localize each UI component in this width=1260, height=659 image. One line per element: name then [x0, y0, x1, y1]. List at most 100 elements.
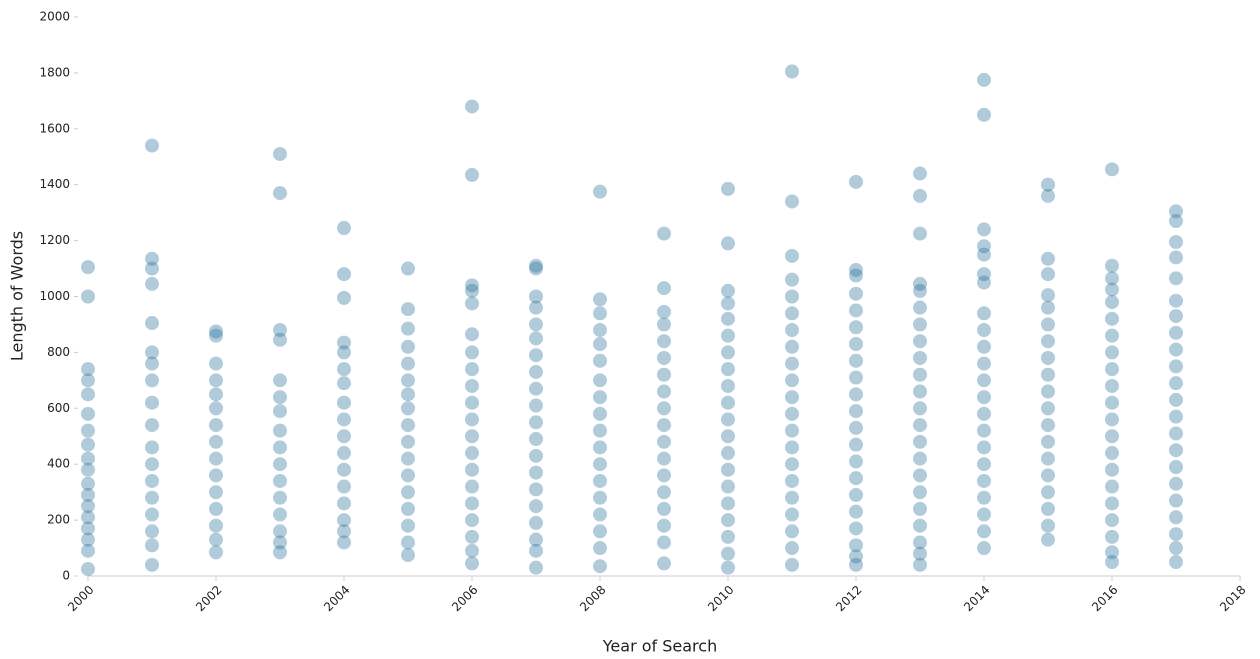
point: [401, 434, 415, 449]
point: [849, 404, 863, 419]
point: [529, 532, 543, 547]
point: [721, 328, 735, 343]
point: [785, 356, 799, 371]
point: [337, 462, 351, 477]
x-tick-label: 2014: [961, 583, 992, 614]
point: [465, 278, 479, 293]
point: [81, 362, 95, 377]
point: [913, 485, 927, 500]
point: [657, 535, 671, 550]
point: [1105, 555, 1119, 570]
y-tick-label: 1000: [39, 289, 70, 303]
point: [1105, 345, 1119, 360]
point: [209, 401, 223, 416]
point: [273, 535, 287, 550]
x-tick-label: 2008: [577, 583, 608, 614]
y-tick-label: 800: [47, 345, 70, 359]
point: [785, 490, 799, 505]
point: [337, 362, 351, 377]
point: [81, 423, 95, 438]
point: [1041, 434, 1055, 449]
point: [849, 370, 863, 385]
point: [977, 457, 991, 472]
point: [913, 334, 927, 349]
y-tick-label: 600: [47, 401, 70, 415]
point: [273, 186, 287, 201]
point: [913, 283, 927, 298]
point: [913, 468, 927, 483]
point: [913, 434, 927, 449]
point: [849, 353, 863, 368]
point: [465, 462, 479, 477]
point: [209, 356, 223, 371]
point: [401, 548, 415, 563]
point: [273, 146, 287, 161]
point: [337, 479, 351, 494]
point: [849, 262, 863, 277]
point: [913, 166, 927, 181]
point: [145, 440, 159, 455]
point: [273, 423, 287, 438]
point: [209, 373, 223, 388]
point: [657, 350, 671, 365]
point: [529, 543, 543, 558]
x-tick-label: 2018: [1217, 583, 1248, 614]
point: [977, 390, 991, 405]
point: [913, 535, 927, 550]
point: [273, 457, 287, 472]
point: [145, 473, 159, 488]
point: [721, 395, 735, 410]
point: [785, 248, 799, 263]
point: [1041, 468, 1055, 483]
point: [337, 496, 351, 511]
point: [849, 420, 863, 435]
point: [593, 353, 607, 368]
point: [1105, 395, 1119, 410]
point: [529, 465, 543, 480]
point: [657, 518, 671, 533]
point: [465, 283, 479, 298]
point: [209, 545, 223, 560]
point: [81, 510, 95, 525]
point: [337, 335, 351, 350]
point: [657, 281, 671, 296]
point: [1169, 214, 1183, 229]
point: [1041, 532, 1055, 547]
point: [145, 276, 159, 291]
point: [721, 513, 735, 528]
point: [1041, 251, 1055, 266]
point: [721, 283, 735, 298]
point: [1041, 334, 1055, 349]
point: [913, 384, 927, 399]
point: [1169, 409, 1183, 424]
point: [1169, 204, 1183, 219]
point: [849, 387, 863, 402]
point: [1041, 288, 1055, 303]
x-tick-label: 2004: [321, 583, 352, 614]
point: [785, 64, 799, 79]
point: [913, 451, 927, 466]
point: [1169, 510, 1183, 525]
point: [145, 345, 159, 360]
point: [529, 258, 543, 273]
point: [209, 451, 223, 466]
point: [849, 337, 863, 352]
point: [849, 487, 863, 502]
point: [1041, 418, 1055, 433]
point: [721, 529, 735, 544]
point: [81, 289, 95, 304]
point: [593, 473, 607, 488]
point: [657, 434, 671, 449]
point: [1105, 282, 1119, 297]
point: [977, 406, 991, 421]
point: [209, 328, 223, 343]
point: [337, 345, 351, 360]
point: [529, 289, 543, 304]
point: [849, 437, 863, 452]
point: [529, 515, 543, 530]
point: [1041, 384, 1055, 399]
point: [1169, 476, 1183, 491]
point: [465, 446, 479, 461]
point: [785, 457, 799, 472]
point: [593, 337, 607, 352]
